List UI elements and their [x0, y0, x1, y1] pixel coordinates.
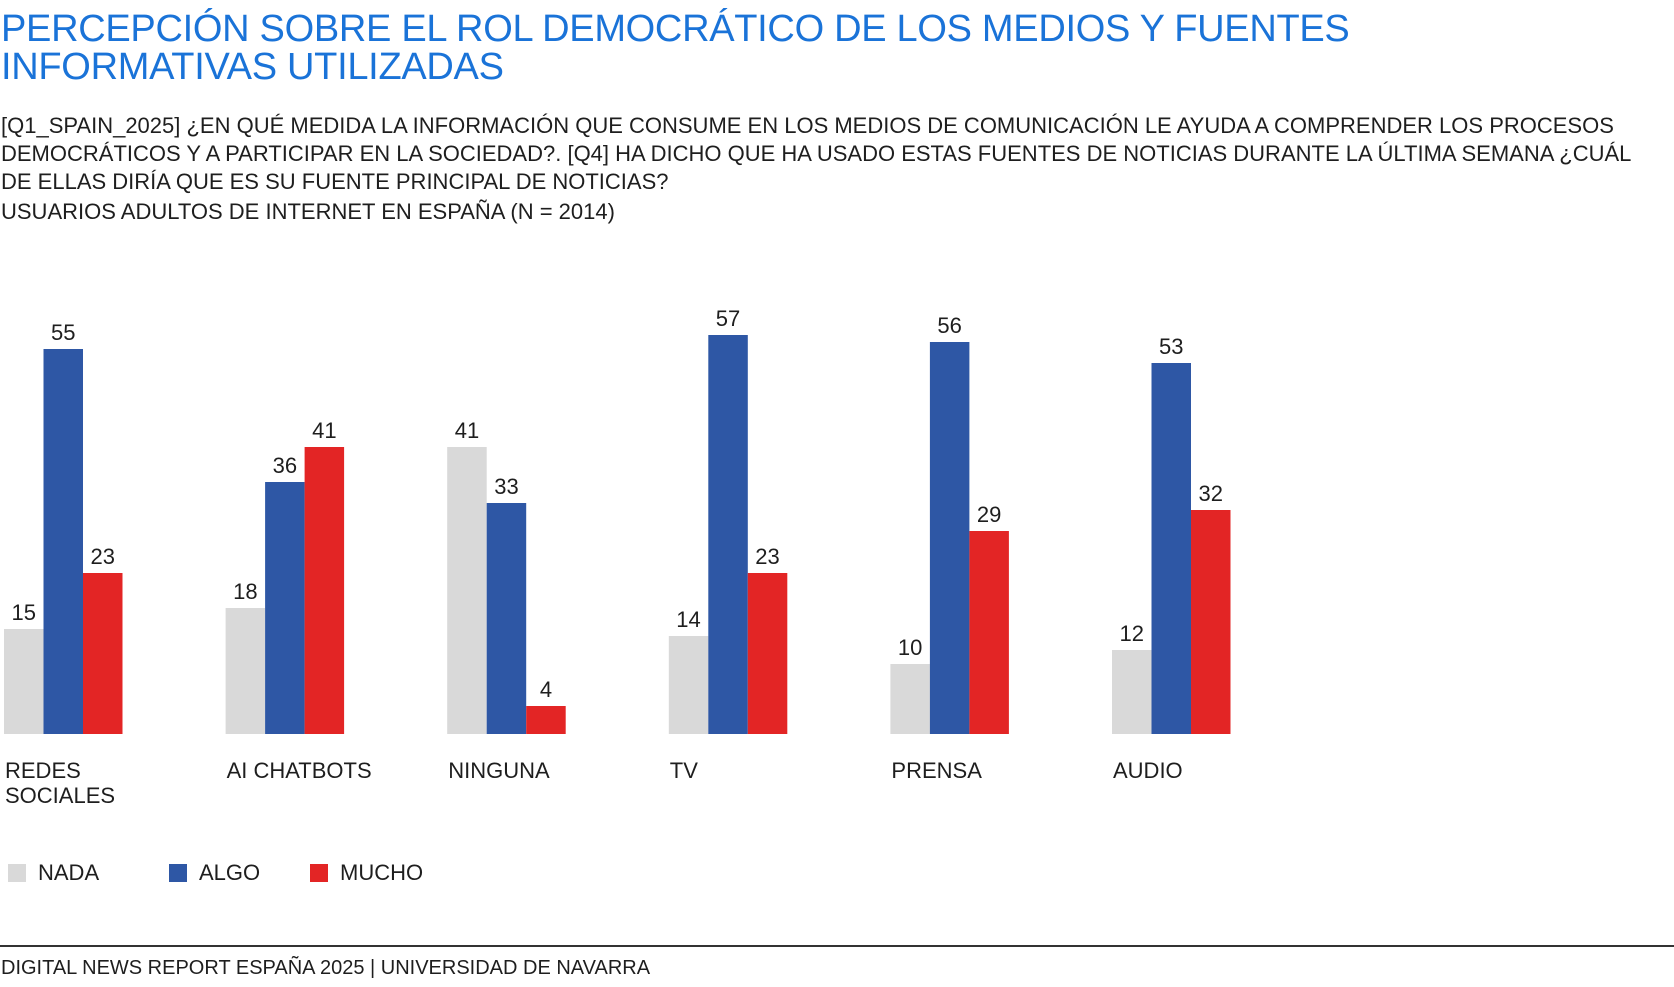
bar-group: 15 55 23 [4, 320, 123, 734]
bar-chart: 15 55 23 REDES SOCIALES 18 36 41 AI CHATBOTS 41 33… [4, 306, 1231, 808]
data-label: 23 [755, 544, 779, 569]
bar [526, 706, 566, 734]
bar-group: 10 56 29 [890, 313, 1009, 734]
data-label: 10 [898, 635, 922, 660]
legend-swatch [310, 864, 328, 882]
legend-label: MUCHO [340, 860, 424, 885]
legend-item: ALGO [169, 858, 260, 888]
category-label: REDES SOCIALES [5, 758, 115, 808]
data-label: 29 [977, 502, 1001, 527]
bar [1191, 510, 1231, 734]
legend-label: ALGO [199, 860, 261, 885]
bar [890, 664, 930, 734]
bar [486, 503, 527, 734]
data-label: 32 [1199, 481, 1223, 506]
chart-question-text: [Q1_SPAIN_2025] ¿EN QUÉ MEDIDA LA INFORM… [1, 113, 1631, 194]
data-label: 55 [51, 320, 75, 345]
data-label: 36 [273, 453, 297, 478]
bar-group: 41 33 4 [447, 418, 566, 734]
data-label: 57 [716, 306, 740, 331]
bar-group: 14 57 23 [668, 306, 788, 734]
legend-label: NADA [38, 860, 100, 885]
bar-group: 18 36 41 [225, 418, 345, 734]
data-label: 23 [91, 544, 115, 569]
bar [929, 342, 970, 734]
bar [265, 482, 305, 734]
footer-source: DIGITAL NEWS REPORT ESPAÑA 2025 | UNIVER… [1, 957, 651, 979]
data-label: 41 [455, 418, 479, 443]
category-label: TV [670, 758, 698, 783]
data-label: 53 [1159, 334, 1183, 359]
legend-item: NADA [8, 858, 99, 888]
chart-title: PERCEPCIÓN SOBRE EL ROL DEMOCRÁTICO DE L… [1, 8, 1350, 88]
data-label: 15 [12, 600, 36, 625]
data-label: 41 [312, 418, 336, 443]
data-label: 18 [233, 579, 257, 604]
chart-sample-base: USUARIOS ADULTOS DE INTERNET EN ESPAÑA (… [1, 199, 615, 224]
bar [668, 636, 709, 734]
bar [1112, 650, 1152, 734]
bar-group: 12 53 32 [1112, 334, 1231, 734]
bar [304, 447, 345, 734]
bar [83, 573, 123, 734]
category-label: AUDIO [1113, 758, 1183, 783]
bar [1151, 363, 1191, 734]
legend-swatch [8, 864, 26, 882]
footer-divider [0, 945, 1674, 947]
data-label: 56 [937, 313, 961, 338]
bar [4, 629, 44, 734]
category-label: PRENSA [891, 758, 982, 783]
bar [969, 531, 1009, 734]
legend-swatch [169, 864, 187, 882]
category-label: AI CHATBOTS [227, 758, 372, 783]
bar [708, 335, 748, 734]
data-label: 14 [676, 607, 700, 632]
category-label: NINGUNA [448, 758, 550, 783]
bar [225, 608, 266, 734]
bar [747, 573, 788, 734]
bar [447, 447, 487, 734]
data-label: 4 [540, 677, 552, 702]
bar [43, 349, 83, 734]
legend-item: MUCHO [310, 858, 423, 888]
data-label: 33 [494, 474, 518, 499]
data-label: 12 [1120, 621, 1144, 646]
